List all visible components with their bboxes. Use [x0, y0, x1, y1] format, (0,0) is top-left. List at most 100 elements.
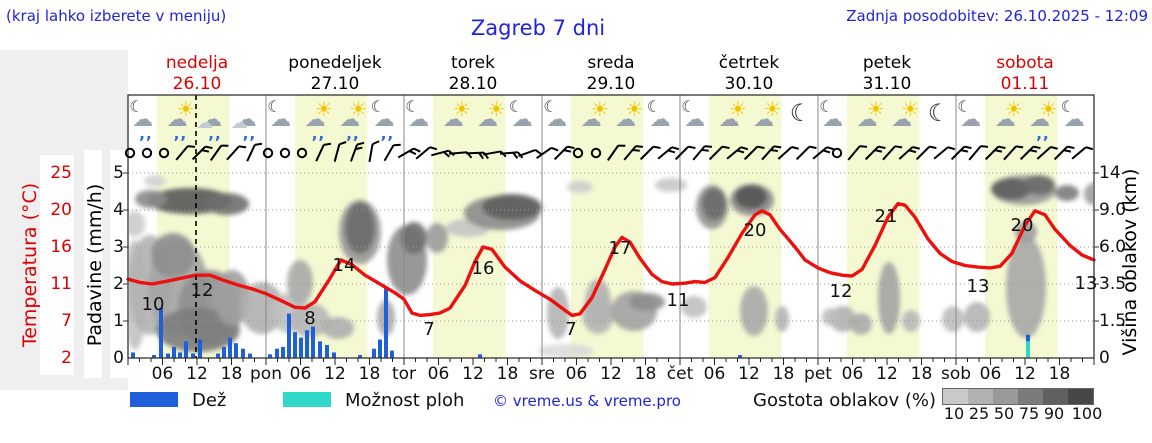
rain-bar [384, 286, 388, 358]
weather-icon-moon-rain: ☾ ☁,, [128, 99, 162, 142]
day-name-torek: torek [451, 53, 495, 73]
temp-value-label: 7 [565, 319, 577, 340]
cloud-scale-segment [1018, 389, 1043, 404]
cloud-blob [205, 193, 249, 215]
wind-barb-icon [674, 145, 696, 161]
weather-icon-moon-cloud: ☾ ☁ [1060, 99, 1094, 141]
moonbig-glyph: ☾ [927, 99, 950, 127]
rain-glyph: ,, [242, 125, 257, 143]
rain-bar [198, 339, 202, 358]
cloud-blob [129, 211, 145, 237]
cloud-blob [822, 308, 840, 326]
wind-barb-icon [536, 146, 559, 159]
wind-barb-icon [1071, 146, 1094, 160]
wind-barb-icon [761, 145, 782, 161]
moon-glyph: ☾ [543, 97, 558, 116]
weather-icon-cloud-rain: ☁ ☁,, [196, 99, 231, 142]
cloud-density-scale [942, 388, 1094, 405]
cloud-scale-segment [943, 389, 968, 404]
cloud-scale-value: 50 [993, 404, 1015, 423]
wind-barb-icon [933, 146, 956, 160]
wind-barb-icon [915, 145, 937, 161]
cloud-glyph: ☁ [753, 107, 775, 131]
temp-value-label: 12 [829, 281, 853, 302]
weather-icon-moon-cloud: ☾ ☁ [266, 99, 300, 141]
x-tick-label: 12 [462, 364, 484, 384]
temp-value-label: 16 [471, 258, 495, 279]
cloud-glyph: ☁ [304, 107, 326, 131]
wind-barb-icon [623, 145, 644, 161]
showers-legend-swatch [283, 392, 331, 407]
cloud-glyph: ☁ [994, 107, 1016, 131]
moon-glyph: ☾ [508, 97, 524, 116]
rain-bar [268, 354, 272, 358]
cloud-glyph: ☁ [822, 107, 844, 131]
temp-value-label: 21 [874, 206, 898, 227]
cloud-blob [1023, 175, 1055, 195]
temp-tick-label: 16 [50, 237, 72, 257]
day-date-sreda: 29.10 [586, 74, 636, 94]
credit-link[interactable]: © vreme.us & vreme.pro [493, 392, 681, 410]
cloud-blob [902, 310, 920, 332]
day-date-sobota: 01.11 [1000, 74, 1050, 94]
weather-icon-moon-cloud: ☾ ☁ [646, 99, 680, 141]
temp-value-label: 8 [304, 308, 316, 329]
day-date-torek: 28.10 [448, 74, 498, 94]
wind-barb-icon [657, 146, 680, 160]
cloud-scale-value: 25 [968, 404, 990, 423]
page-title: Zagreb 7 dni [470, 16, 606, 40]
wind-barb-icon [315, 142, 332, 162]
rain-bar [275, 348, 279, 358]
weather-icon-sun-rain: ☀ ☁,, [1025, 99, 1059, 142]
x-tick-label: 06 [151, 364, 174, 384]
cloud-scale-segment [1068, 389, 1093, 404]
day-name-ponedeljek: ponedeljek [288, 53, 382, 73]
wind-barb-icon [777, 146, 799, 160]
cloud-glyph: ☁ [580, 107, 602, 131]
rain-bar [325, 345, 329, 358]
cloud-blob [1055, 185, 1079, 201]
moon-glyph: ☾ [267, 97, 282, 116]
rain-glyph: ,, [380, 125, 395, 143]
cloud-blob [538, 344, 594, 357]
rain-bar [1026, 334, 1030, 342]
rain-bar [131, 352, 135, 358]
weather-icon-sun-cloud: ☀ ☁ [715, 99, 749, 141]
rain-bar [191, 353, 195, 358]
sun-glyph: ☀ [1004, 97, 1023, 121]
day-date-nedelja: 26.10 [172, 74, 222, 94]
moon-glyph: ☾ [405, 97, 420, 116]
wind-barb-icon [246, 142, 263, 162]
rain-bar [222, 346, 226, 358]
sun-glyph: ☀ [590, 97, 609, 121]
cloud-blob [156, 308, 240, 352]
moon-glyph: ☾ [819, 97, 834, 116]
cloud-glyph: ☁ [442, 107, 464, 131]
cloud-blob [964, 302, 990, 332]
cloud-scale-segment [993, 389, 1018, 404]
cloud-glyph: ☁ [856, 107, 878, 131]
weather-icon-sun-cloud: ☀ ☁ [887, 99, 921, 141]
cloud-blob [629, 293, 665, 311]
cloudheight-tick-label: 6.0 [1099, 237, 1127, 257]
wind-barb-icon [1003, 145, 1024, 161]
wind-barb-icon [226, 145, 247, 161]
wind-barb-icon [984, 145, 1006, 161]
wind-calm-icon [262, 147, 274, 159]
temp-value-label: 11 [666, 290, 690, 311]
rain-bar [293, 332, 297, 358]
moon-glyph: ☾ [1060, 97, 1076, 116]
x-tick-label: sre [529, 364, 555, 384]
rain-bar [358, 355, 362, 358]
weather-icon-sun-cloud: ☀ ☁ [749, 99, 783, 141]
cloud-blob [1006, 236, 1046, 338]
weather-icon-moon-cloud: ☾ ☁ [542, 99, 576, 141]
rain-bar [216, 353, 220, 358]
cloud-glyph: ☁ [132, 107, 154, 131]
weather-icon-moon-rain: ☾ ☁,, [370, 99, 404, 143]
day-date-petek: 31.10 [862, 74, 912, 94]
cloud-glyph: ☁ [270, 107, 292, 131]
wind-barb-icon [1053, 145, 1075, 161]
cloud-blob [401, 222, 427, 254]
